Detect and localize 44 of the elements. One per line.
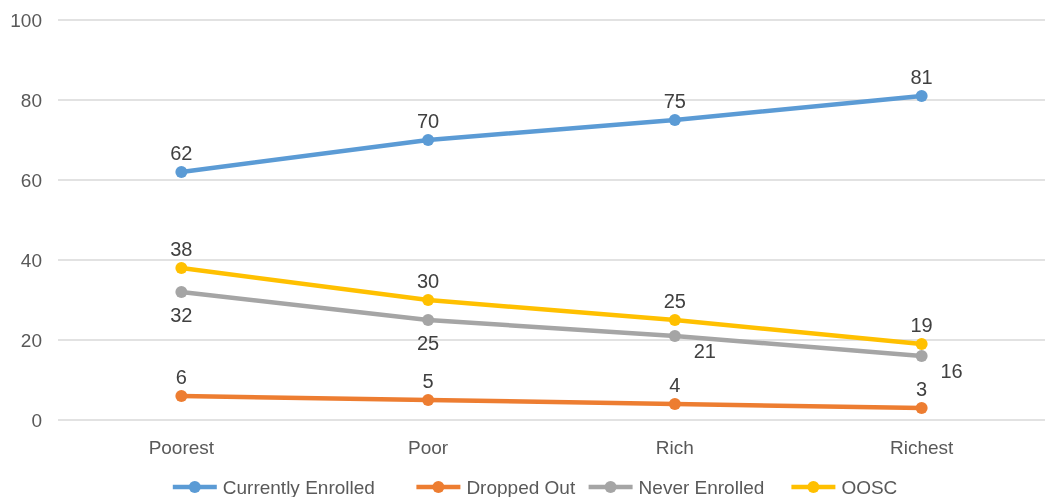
- y-tick-label: 40: [20, 250, 42, 271]
- point: [422, 294, 435, 306]
- y-tick-label: 60: [20, 170, 42, 191]
- point: [915, 338, 928, 350]
- y-tick-label: 20: [20, 330, 42, 351]
- x-tick-label: Rich: [655, 437, 694, 458]
- y-tick-label: 0: [31, 410, 42, 431]
- data-label: 19: [910, 314, 933, 336]
- point: [422, 394, 435, 406]
- data-label: 25: [417, 332, 440, 354]
- point: [915, 350, 928, 362]
- point: [422, 314, 435, 326]
- data-label: 3: [916, 378, 928, 400]
- data-label: 30: [417, 270, 440, 292]
- point: [422, 134, 435, 146]
- data-label: 81: [910, 66, 933, 88]
- point: [668, 330, 681, 342]
- point: [668, 314, 681, 326]
- legend-label: Never Enrolled: [638, 477, 765, 497]
- data-label: 75: [663, 90, 686, 112]
- data-label: 38: [170, 238, 193, 260]
- legend-label: OOSC: [841, 477, 898, 497]
- y-tick-label: 80: [20, 90, 42, 111]
- data-label: 6: [175, 366, 187, 388]
- point: [915, 402, 928, 414]
- point: [175, 286, 188, 298]
- point: [175, 262, 188, 274]
- point: [175, 390, 188, 402]
- y-tick-label: 100: [10, 10, 42, 31]
- x-tick-label: Poorest: [148, 437, 215, 458]
- point: [175, 166, 188, 178]
- data-label: 32: [170, 304, 193, 326]
- data-label: 4: [669, 374, 681, 396]
- x-tick-label: Poor: [408, 437, 449, 458]
- point: [915, 90, 928, 102]
- data-label: 70: [417, 110, 440, 132]
- data-label: 25: [663, 290, 686, 312]
- x-tick-label: Richest: [889, 437, 955, 458]
- point: [668, 114, 681, 126]
- point: [668, 398, 681, 410]
- data-label: 62: [170, 142, 193, 164]
- data-label: 5: [422, 370, 434, 392]
- data-label: 21: [693, 340, 716, 362]
- data-label: 16: [940, 360, 963, 382]
